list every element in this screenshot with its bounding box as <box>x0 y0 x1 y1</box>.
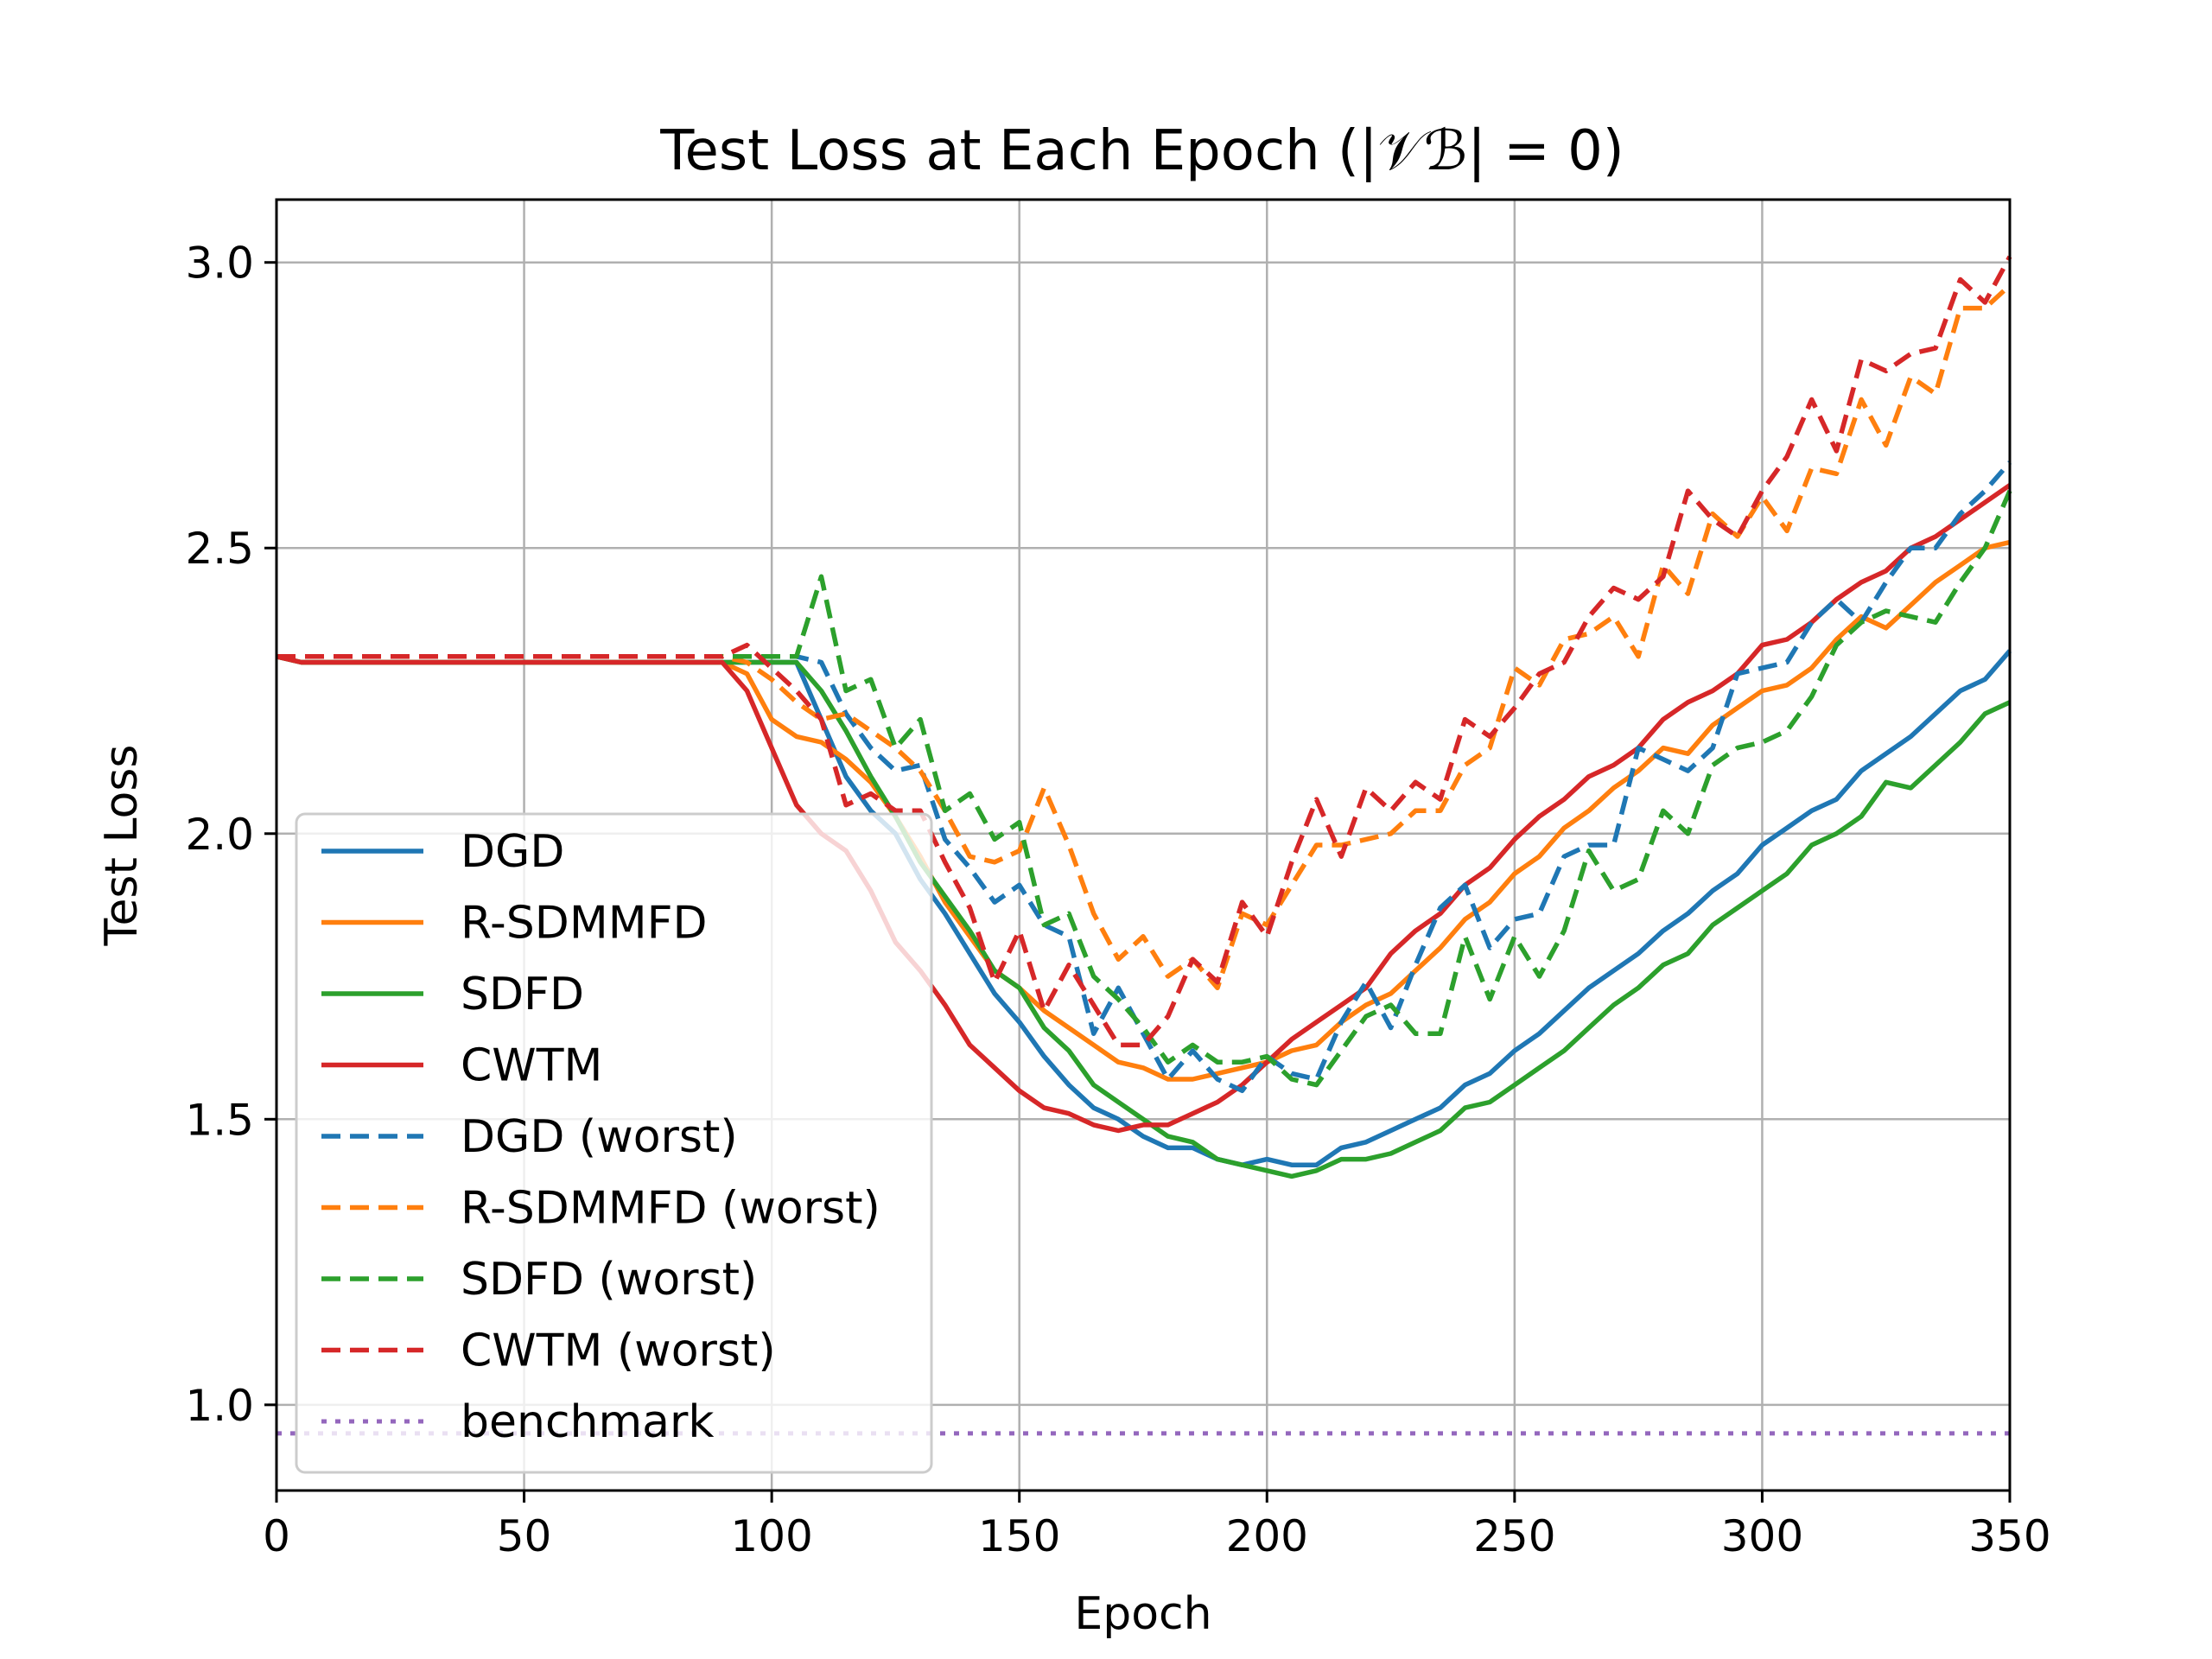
legend-entry-label: DGD (worst) <box>461 1111 738 1163</box>
y-axis-ticks: 1.0 1.5 2.0 2.5 3.0 <box>185 238 276 1431</box>
x-axis-ticks: 0 50 100 150 200 250 300 350 <box>263 1491 2051 1561</box>
legend-entry-label: CWTM (worst) <box>461 1325 776 1377</box>
legend-entry-label: R-SDMMFD <box>461 898 708 950</box>
y-tick-label: 3.0 <box>185 238 254 289</box>
legend-entry-label: CWTM <box>461 1040 602 1092</box>
y-axis-label: Test Loss <box>96 745 148 947</box>
y-tick-label: 2.0 <box>185 810 254 860</box>
x-tick-label: 0 <box>263 1511 290 1561</box>
x-tick-label: 250 <box>1473 1511 1555 1561</box>
x-axis-label: Epoch <box>1074 1588 1211 1640</box>
y-tick-label: 1.5 <box>185 1095 254 1145</box>
legend-items: DGD R-SDMMFD SDFD CWTM DGD (worst) R-SDMMFD (… <box>321 826 880 1448</box>
legend-entry-label: DGD <box>461 826 564 878</box>
legend-entry-label: R-SDMMFD (worst) <box>461 1183 880 1235</box>
legend-entry-label: benchmark <box>461 1396 715 1448</box>
x-tick-label: 200 <box>1226 1511 1308 1561</box>
x-tick-label: 150 <box>978 1511 1060 1561</box>
legend-box <box>295 812 933 1474</box>
y-tick-label: 2.5 <box>185 524 254 574</box>
series-line-dgd-worst <box>276 461 2012 1094</box>
x-tick-label: 350 <box>1968 1511 2050 1561</box>
chart-title: Test Loss at Each Epoch (|𝒱ℬ| = 0) <box>659 119 1624 183</box>
series-line-r-sdmmfd-worst <box>276 283 2012 991</box>
legend-entry-label: SDFD <box>461 969 584 1020</box>
x-tick-label: 50 <box>497 1511 552 1561</box>
plot-frame <box>275 198 2012 1492</box>
series-line-cwtm-worst <box>276 255 2012 1048</box>
x-tick-label: 100 <box>730 1511 812 1561</box>
legend-entry-label: SDFD (worst) <box>461 1254 757 1306</box>
y-tick-label: 1.0 <box>185 1381 254 1431</box>
legend: DGD R-SDMMFD SDFD CWTM DGD (worst) R-SDMMFD (… <box>295 812 933 1474</box>
x-tick-label: 300 <box>1721 1511 1803 1561</box>
